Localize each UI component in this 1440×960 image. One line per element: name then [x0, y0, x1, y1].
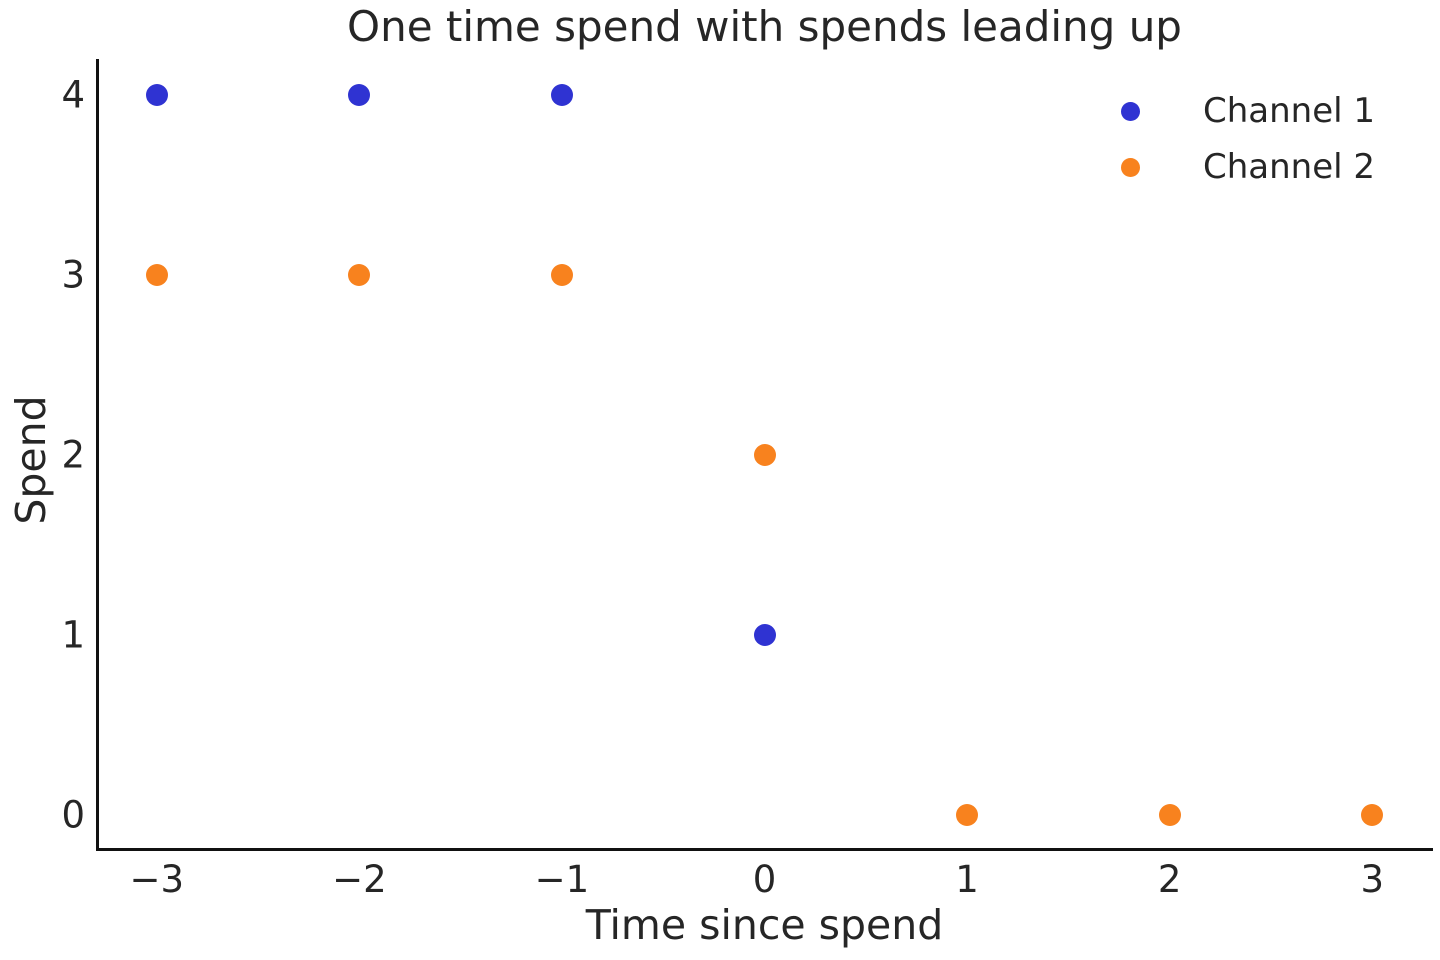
- legend-item-channel-1: Channel 1: [1121, 83, 1375, 139]
- legend-label: Channel 1: [1203, 91, 1376, 131]
- legend-item-channel-2: Channel 2: [1121, 139, 1375, 195]
- y-tick-label: 3: [61, 253, 85, 297]
- data-point-channel-2: [348, 264, 371, 286]
- x-tick-label: 0: [752, 858, 777, 901]
- x-tick-label: −1: [534, 858, 590, 901]
- data-point-channel-2: [1158, 804, 1181, 826]
- data-point-channel-1: [753, 624, 776, 646]
- legend-label: Channel 2: [1203, 147, 1376, 187]
- x-tick-label: 3: [1360, 858, 1384, 901]
- chart-title: One time spend with spends leading up: [347, 2, 1182, 51]
- x-tick-label: 1: [955, 858, 979, 901]
- data-point-channel-2: [1361, 804, 1384, 826]
- data-point-channel-1: [145, 84, 168, 106]
- y-axis-label: Spend: [7, 395, 55, 525]
- y-tick-label: 1: [61, 613, 85, 657]
- data-point-channel-1: [348, 84, 371, 106]
- x-tick-label: −3: [129, 858, 185, 901]
- x-tick-label: 2: [1157, 858, 1182, 901]
- data-point-channel-2: [145, 264, 168, 286]
- y-tick-label: 4: [61, 73, 85, 117]
- legend: Channel 1 Channel 2: [1121, 83, 1375, 195]
- x-axis-label: Time since spend: [585, 901, 944, 949]
- data-point-channel-2: [550, 264, 573, 286]
- y-tick-label: 0: [61, 793, 85, 837]
- data-point-channel-2: [956, 804, 979, 826]
- y-tick-label: 2: [61, 433, 85, 477]
- x-tick-label: −2: [332, 858, 387, 901]
- data-point-channel-2: [753, 444, 776, 466]
- legend-marker-icon: [1121, 101, 1140, 121]
- data-point-channel-1: [550, 84, 573, 106]
- legend-marker-icon: [1121, 157, 1140, 177]
